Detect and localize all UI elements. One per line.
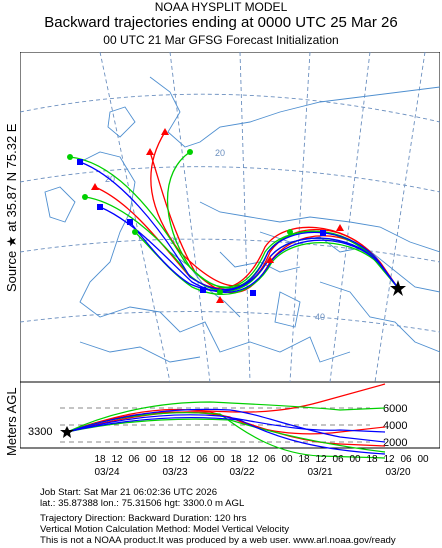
- lat-label: 40: [315, 312, 325, 322]
- time-tick: 12: [383, 454, 395, 465]
- height-tick: 6000: [383, 403, 407, 415]
- footer-disclaimer: This is not a NOAA product.It was produc…: [40, 535, 396, 546]
- height-tick: 4000: [383, 420, 407, 432]
- time-tick: 06: [128, 454, 140, 465]
- footer-vertical-motion: Vertical Motion Calculation Method: Mode…: [40, 524, 290, 535]
- height-frame: [20, 382, 440, 449]
- height-axis-labels: 6000 4000 2000 3300: [28, 403, 407, 449]
- height-traces: [66, 383, 386, 459]
- plot-subtitle: 00 UTC 21 Mar GFSG Forecast Initializati…: [103, 33, 339, 47]
- time-tick: 06: [196, 454, 208, 465]
- time-tick: 12: [111, 454, 123, 465]
- time-tick: 12: [179, 454, 191, 465]
- trajectory-blue: [99, 206, 399, 293]
- height-tick: 2000: [383, 437, 407, 449]
- time-tick: 06: [332, 454, 344, 465]
- model-name: NOAA HYSPLIT MODEL: [154, 0, 288, 14]
- time-tick: 00: [281, 454, 293, 465]
- footer-direction: Trajectory Direction: Backward Duration:…: [40, 513, 247, 524]
- time-tick: 06: [264, 454, 276, 465]
- time-tick: 18: [94, 454, 106, 465]
- time-tick: 00: [349, 454, 361, 465]
- height-gridlines: [60, 407, 370, 443]
- time-tick: 12: [247, 454, 259, 465]
- time-tick: 18: [230, 454, 242, 465]
- time-axis: 18 12 06 00 18 12 06 00 18 12 06 00 18 1…: [94, 454, 429, 478]
- time-tick: 00: [417, 454, 429, 465]
- date-label: 03/24: [94, 467, 119, 478]
- start-height-label: 3300: [28, 426, 52, 438]
- date-label: 03/23: [162, 467, 187, 478]
- start-star-icon: [60, 426, 74, 438]
- trajectory-blue: [129, 221, 399, 292]
- date-label: 03/21: [307, 467, 332, 478]
- time-tick: 18: [162, 454, 174, 465]
- lat-label: 30: [170, 236, 180, 246]
- map-frame: [20, 52, 440, 382]
- footer-job-start: Job Start: Sat Mar 21 06:02:36 UTC 2026: [40, 487, 218, 498]
- footer-location: lat.: 35.87388 lon.: 75.31506 hgt: 3300.…: [40, 498, 245, 509]
- trajectory-red: [94, 186, 399, 289]
- time-tick: 18: [366, 454, 378, 465]
- time-tick: 00: [213, 454, 225, 465]
- time-tick: 06: [400, 454, 412, 465]
- source-label: Source ★ at 35.87 N 75.32 E: [4, 123, 19, 292]
- trajectory-markers: [67, 128, 344, 303]
- lat-label: 20: [215, 148, 225, 158]
- meters-agl-label: Meters AGL: [4, 387, 19, 456]
- time-tick: 12: [315, 454, 327, 465]
- trajectory-green: [166, 151, 399, 289]
- date-label: 03/20: [385, 467, 410, 478]
- time-tick: 00: [145, 454, 157, 465]
- source-star-icon: [390, 280, 406, 296]
- plot-title: Backward trajectories ending at 0000 UTC…: [44, 14, 398, 31]
- date-label: 03/22: [229, 467, 254, 478]
- trajectory-map: 20 20 30 40: [20, 52, 440, 382]
- time-tick: 18: [298, 454, 310, 465]
- trajectory-blue: [79, 161, 399, 291]
- height-profile-panel: 6000 4000 2000 3300 18 12 06 00 18 12 06…: [20, 382, 440, 478]
